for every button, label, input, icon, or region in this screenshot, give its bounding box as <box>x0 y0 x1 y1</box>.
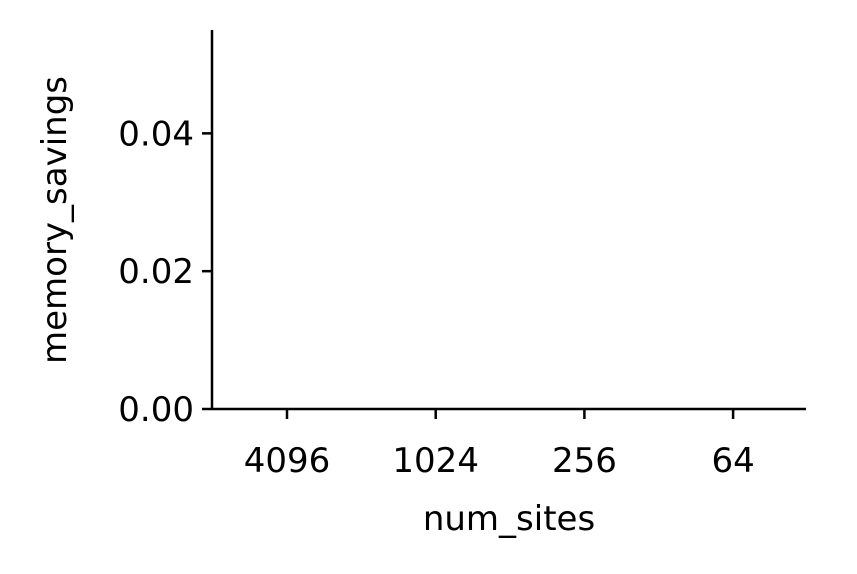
y-axis-label: memory_savings <box>35 76 75 364</box>
y-tick-label: 0.02 <box>118 252 194 292</box>
x-axis-label: num_sites <box>423 499 595 539</box>
y-tick-label: 0.00 <box>118 390 194 430</box>
y-tick-label: 0.04 <box>118 114 194 154</box>
x-tick-label: 1024 <box>392 441 479 481</box>
x-tick-label: 64 <box>711 441 754 481</box>
x-axis-ticks: 4096 1024 256 64 <box>244 409 755 481</box>
x-tick-label: 4096 <box>244 441 331 481</box>
x-tick-label: 256 <box>552 441 617 481</box>
y-axis-ticks: 0.00 0.02 0.04 <box>118 114 212 430</box>
